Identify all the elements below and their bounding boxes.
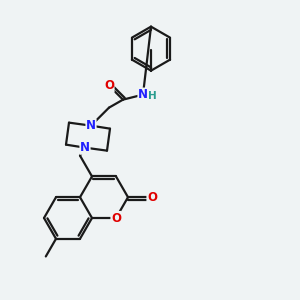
Text: O: O: [147, 191, 157, 204]
Text: N: N: [86, 119, 96, 132]
Text: O: O: [111, 212, 121, 224]
Text: N: N: [80, 141, 90, 154]
Text: H: H: [148, 91, 156, 100]
Text: O: O: [104, 79, 114, 92]
Text: N: N: [138, 88, 148, 101]
